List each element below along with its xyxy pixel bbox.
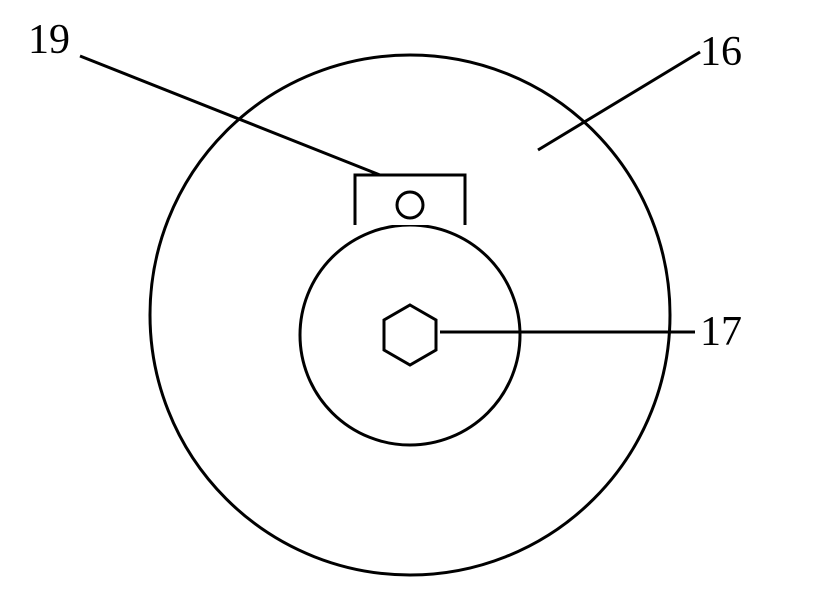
- label-17: 17: [700, 308, 742, 356]
- middle-circle: [300, 225, 520, 445]
- label-19: 19: [28, 16, 70, 64]
- leader-16: [538, 52, 700, 150]
- label-16: 16: [700, 28, 742, 76]
- leader-19: [80, 56, 380, 175]
- diagram-canvas: [0, 0, 817, 593]
